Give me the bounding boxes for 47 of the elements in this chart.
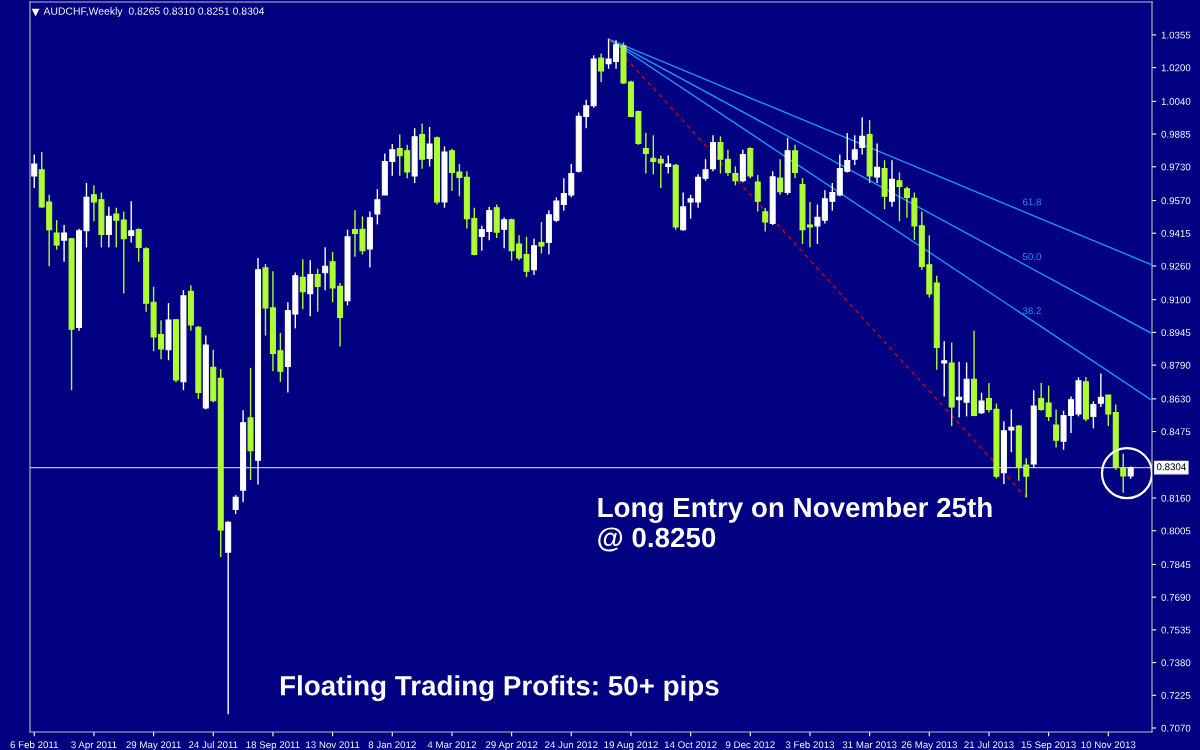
chart-title: AUDCHF,Weekly 0.8265 0.8310 0.8251 0.8304	[43, 7, 265, 17]
x-tick-label: 29 Apr 2012	[485, 741, 538, 750]
y-tick-label: 0.9730	[1161, 163, 1191, 171]
x-tick-label: 19 Aug 2012	[604, 741, 658, 750]
x-tick-label: 3 Apr 2011	[71, 741, 117, 750]
annotation: 38.2	[1022, 307, 1041, 315]
y-tick-label: 1.0040	[1161, 98, 1191, 105]
x-tick-label: 26 May 2013	[901, 741, 957, 750]
x-tick-label: 14 Oct 2012	[664, 741, 717, 749]
annotation: Floating Trading Profits: 50+ pips	[280, 675, 719, 702]
y-tick-label: 0.7535	[1161, 626, 1191, 634]
y-tick-label: 0.8790	[1161, 361, 1191, 369]
y-tick-label: 0.8475	[1161, 428, 1191, 436]
y-tick-label: 0.9260	[1161, 262, 1191, 270]
y-tick-label: 0.8160	[1161, 494, 1191, 502]
x-tick-label: 18 Sep 2011	[246, 741, 300, 750]
x-tick-label: 13 Nov 2011	[306, 741, 360, 749]
y-tick-label: 0.9415	[1161, 229, 1191, 237]
y-tick-label: 0.7690	[1161, 593, 1191, 601]
x-tick-label: 3 Feb 2013	[785, 741, 835, 749]
annotation: 61.8	[1022, 198, 1041, 206]
y-tick-label: 0.8630	[1161, 395, 1191, 403]
y-tick-label: 0.9885	[1161, 130, 1191, 138]
y-tick-label: 0.9570	[1161, 197, 1191, 205]
x-tick-label: 24 Jul 2011	[188, 741, 238, 749]
x-tick-label: 29 May 2011	[126, 741, 181, 750]
y-tick-label: 0.8945	[1161, 329, 1191, 337]
y-tick-label: 0.9100	[1161, 296, 1191, 304]
x-tick-label: 31 Mar 2013	[842, 741, 897, 749]
y-tick-label: 1.0355	[1161, 31, 1191, 39]
x-tick-label: 21 Jul 2013	[964, 741, 1014, 749]
x-tick-label: 6 Feb 2011	[10, 741, 59, 749]
x-tick-label: 4 Mar 2012	[427, 741, 477, 749]
x-tick-label: 9 Dec 2012	[725, 741, 775, 749]
y-tick-label: 0.8005	[1161, 527, 1191, 535]
y-tick-label: 0.7845	[1161, 561, 1191, 569]
x-tick-label: 10 Nov 2013	[1081, 741, 1136, 749]
y-tick-label: 1.0200	[1161, 64, 1191, 72]
y-tick-label: 0.7070	[1161, 724, 1191, 732]
x-tick-label: 15 Sep 2013	[1021, 741, 1076, 750]
ref-line-label: 0.8304	[1156, 463, 1186, 471]
x-tick-label: 24 Jun 2012	[545, 741, 598, 749]
y-tick-label: 0.7380	[1161, 659, 1191, 667]
y-tick-label: 0.7225	[1161, 692, 1191, 699]
annotation: Long Entry on November 25th @ 0.8250	[598, 496, 992, 552]
x-tick-label: 8 Jan 2012	[368, 741, 416, 749]
annotation: 50.0	[1022, 253, 1042, 261]
